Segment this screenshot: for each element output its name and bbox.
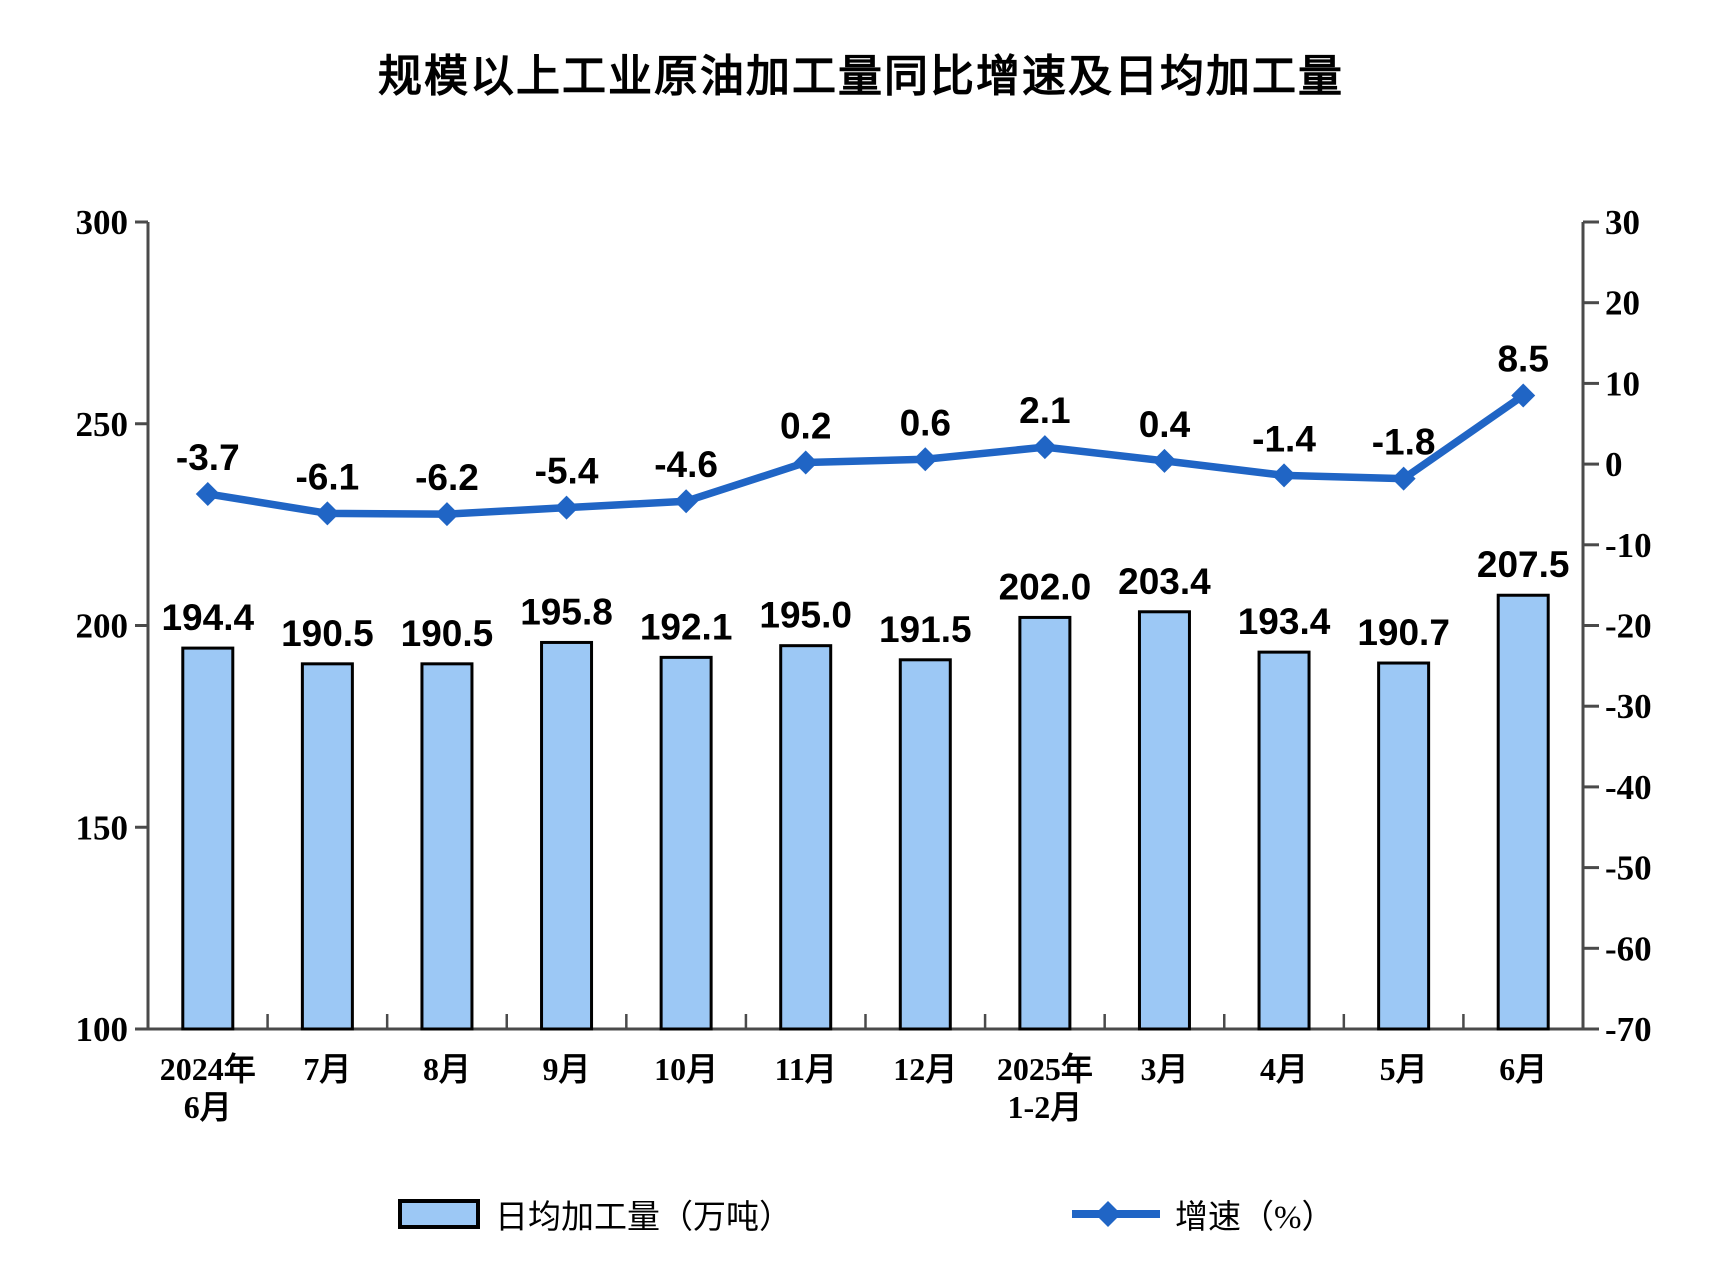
bar — [1018, 615, 1072, 1031]
x-tick-label: 11月 — [775, 1051, 837, 1087]
x-tick-label: 3月 — [1140, 1051, 1188, 1087]
bar-data-label: 195.0 — [759, 595, 852, 636]
legend-label-line: 增速（%） — [1175, 1200, 1335, 1236]
right-tick-label: -40 — [1605, 768, 1652, 807]
line-marker — [1032, 435, 1057, 460]
bar-data-label: 203.4 — [1118, 561, 1211, 602]
bar — [420, 662, 474, 1031]
bar-data-label: 190.5 — [281, 613, 374, 654]
line-data-label: -3.7 — [176, 437, 240, 478]
x-tick-label: 6月 — [184, 1089, 232, 1125]
x-tick-label: 1-2月 — [1008, 1089, 1083, 1125]
left-tick-label: 200 — [76, 607, 129, 646]
x-tick-label: 4月 — [1260, 1051, 1308, 1087]
bar-data-labels: 194.4 190.5 190.5 195.8 192.1 195.0 191.5 202.0… — [161, 544, 1569, 654]
bar — [898, 658, 952, 1031]
x-tick-label: 5月 — [1380, 1051, 1428, 1087]
growth-line — [204, 391, 1527, 518]
right-tick-label: 20 — [1605, 284, 1640, 323]
x-tick-label: 6月 — [1499, 1051, 1547, 1087]
line-marker — [913, 447, 938, 472]
bar — [1496, 593, 1550, 1031]
bar — [540, 640, 594, 1031]
x-tick-label: 2024年 — [160, 1051, 256, 1087]
right-tick-label: -70 — [1605, 1010, 1652, 1049]
bar-legend-swatch — [398, 1199, 480, 1229]
growth-line-series — [195, 383, 1536, 527]
bar-data-label: 202.0 — [999, 566, 1092, 607]
bar — [1377, 661, 1431, 1031]
right-tick-label: 10 — [1605, 364, 1640, 403]
x-tick-label: 10月 — [654, 1051, 718, 1087]
bar-data-label: 192.1 — [640, 606, 733, 647]
right-tick-label: -20 — [1605, 607, 1652, 646]
right-axis-ticks: 30 20 10 0 -10 -20 -30 -40 -50 -60 -70 — [1583, 203, 1652, 1049]
bars-series — [181, 593, 1550, 1031]
line-marker — [1511, 383, 1536, 408]
right-tick-label: -60 — [1605, 929, 1652, 968]
x-tick-label: 8月 — [423, 1051, 471, 1087]
bar-data-label: 207.5 — [1477, 544, 1570, 585]
line-data-label: 0.2 — [780, 405, 831, 446]
line-marker — [315, 501, 340, 526]
chart-title: 规模以上工业原油加工量同比增速及日均加工量 — [378, 52, 1344, 101]
line-data-label: -6.1 — [295, 456, 359, 497]
bar-data-label: 194.4 — [161, 597, 254, 638]
legend-line-marker — [1095, 1201, 1121, 1227]
line-marker — [434, 502, 459, 527]
right-tick-label: -30 — [1605, 687, 1652, 726]
line-marker — [195, 481, 220, 506]
bar-data-label: 195.8 — [520, 591, 613, 632]
bar-data-label: 190.7 — [1357, 612, 1450, 653]
x-tick-label: 2025年 — [997, 1051, 1093, 1087]
line-data-label: -1.4 — [1252, 418, 1316, 459]
x-tick-label: 12月 — [893, 1051, 957, 1087]
bar-data-label: 193.4 — [1238, 601, 1331, 642]
bar — [1137, 610, 1191, 1031]
legend-item-bar: 日均加工量（万吨） — [398, 1186, 792, 1242]
line-data-label: 8.5 — [1497, 339, 1548, 380]
line-data-labels: -3.7 -6.1 -6.2 -5.4 -4.6 0.2 0.6 2.1 0.4 -1.4 -1.8… — [176, 339, 1549, 499]
line-marker — [1152, 448, 1177, 473]
line-data-label: -1.8 — [1372, 422, 1436, 463]
bar — [659, 655, 713, 1031]
line-marker — [793, 450, 818, 475]
bar — [779, 644, 833, 1031]
legend-item-line: 增速（%） — [1072, 1186, 1335, 1242]
line-marker — [1272, 463, 1297, 488]
x-tick-label: 9月 — [543, 1051, 591, 1087]
line-legend-swatch — [1072, 1201, 1160, 1227]
bar-data-label: 191.5 — [879, 609, 972, 650]
bar — [300, 662, 354, 1031]
bar — [1257, 650, 1311, 1031]
line-data-label: -6.2 — [415, 457, 479, 498]
left-tick-label: 300 — [76, 203, 129, 242]
left-tick-label: 150 — [76, 808, 129, 847]
line-data-label: 2.1 — [1019, 390, 1070, 431]
line-marker — [1391, 466, 1416, 491]
line-marker — [554, 495, 579, 520]
bar-data-label: 190.5 — [401, 613, 494, 654]
right-tick-label: -50 — [1605, 849, 1652, 888]
line-data-label: -4.6 — [654, 444, 718, 485]
right-tick-label: 30 — [1605, 203, 1640, 242]
line-data-label: 0.6 — [900, 402, 951, 443]
bar — [181, 646, 235, 1031]
legend-label-bar: 日均加工量（万吨） — [495, 1200, 792, 1236]
line-marker — [674, 489, 699, 514]
left-tick-label: 250 — [76, 405, 129, 444]
left-axis-ticks: 300 250 200 150 100 — [76, 203, 148, 1049]
right-tick-label: -10 — [1605, 526, 1652, 565]
left-tick-label: 100 — [76, 1010, 129, 1049]
line-data-label: 0.4 — [1139, 404, 1191, 445]
chart-legend: 日均加工量（万吨） 增速（%） — [0, 1186, 1722, 1244]
x-tick-label: 7月 — [303, 1051, 351, 1087]
right-tick-label: 0 — [1605, 445, 1623, 484]
line-data-label: -5.4 — [535, 451, 599, 492]
